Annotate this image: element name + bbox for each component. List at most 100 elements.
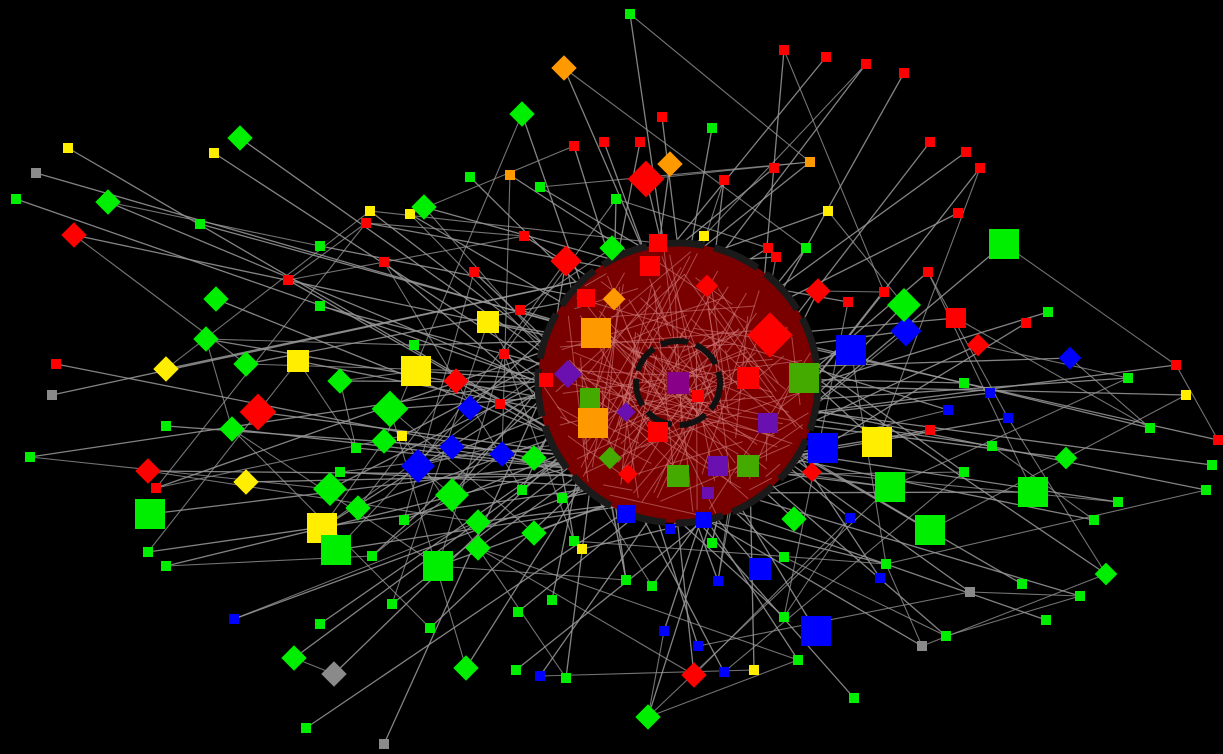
square-node[interactable] — [379, 739, 389, 749]
square-node[interactable] — [923, 267, 933, 277]
square-node[interactable] — [621, 575, 631, 585]
diamond-node[interactable] — [371, 428, 397, 454]
diamond-node[interactable] — [695, 274, 719, 298]
square-node[interactable] — [539, 373, 553, 387]
square-node[interactable] — [519, 231, 529, 241]
square-node[interactable] — [943, 405, 953, 415]
square-node[interactable] — [611, 194, 621, 204]
square-node[interactable] — [423, 551, 453, 581]
square-node[interactable] — [737, 455, 759, 477]
diamond-node[interactable] — [509, 101, 535, 127]
square-node[interactable] — [569, 141, 579, 151]
square-node[interactable] — [899, 68, 909, 78]
square-node[interactable] — [771, 252, 781, 262]
square-node[interactable] — [535, 182, 545, 192]
diamond-node[interactable] — [411, 194, 437, 220]
diamond-node[interactable] — [805, 278, 831, 304]
diamond-node[interactable] — [345, 495, 371, 521]
square-node[interactable] — [143, 547, 153, 557]
diamond-node[interactable] — [219, 416, 245, 442]
diamond-node[interactable] — [1094, 562, 1118, 586]
square-node[interactable] — [702, 487, 714, 499]
diamond-node[interactable] — [439, 434, 465, 460]
square-node[interactable] — [635, 137, 645, 147]
square-node[interactable] — [1145, 423, 1155, 433]
square-node[interactable] — [917, 641, 927, 651]
square-node[interactable] — [875, 573, 885, 583]
square-node[interactable] — [599, 137, 609, 147]
square-node[interactable] — [719, 667, 729, 677]
square-node[interactable] — [953, 208, 963, 218]
diamond-node[interactable] — [465, 535, 491, 561]
square-node[interactable] — [649, 234, 667, 252]
square-node[interactable] — [1213, 435, 1223, 445]
square-node[interactable] — [987, 441, 997, 451]
square-node[interactable] — [135, 499, 165, 529]
square-node[interactable] — [763, 243, 773, 253]
square-node[interactable] — [31, 168, 41, 178]
square-node[interactable] — [47, 390, 57, 400]
square-node[interactable] — [335, 467, 345, 477]
square-node[interactable] — [397, 431, 407, 441]
square-node[interactable] — [1207, 460, 1217, 470]
square-node[interactable] — [805, 157, 815, 167]
square-node[interactable] — [1201, 485, 1211, 495]
square-node[interactable] — [713, 576, 723, 586]
diamond-node[interactable] — [453, 655, 479, 681]
square-node[interactable] — [707, 538, 717, 548]
square-node[interactable] — [625, 9, 635, 19]
square-node[interactable] — [209, 148, 219, 158]
square-node[interactable] — [499, 349, 509, 359]
diamond-node[interactable] — [193, 326, 219, 352]
diamond-node[interactable] — [802, 462, 822, 482]
square-node[interactable] — [946, 308, 966, 328]
square-node[interactable] — [1181, 390, 1191, 400]
diamond-node[interactable] — [457, 395, 483, 421]
square-node[interactable] — [648, 422, 668, 442]
square-node[interactable] — [692, 390, 704, 402]
diamond-node[interactable] — [1054, 446, 1078, 470]
square-node[interactable] — [779, 552, 789, 562]
square-node[interactable] — [719, 175, 729, 185]
square-node[interactable] — [351, 443, 361, 453]
square-node[interactable] — [1041, 615, 1051, 625]
square-node[interactable] — [659, 626, 669, 636]
square-node[interactable] — [465, 172, 475, 182]
square-node[interactable] — [409, 340, 419, 350]
square-node[interactable] — [1018, 477, 1048, 507]
square-node[interactable] — [640, 256, 660, 276]
diamond-node[interactable] — [443, 368, 469, 394]
diamond-node[interactable] — [966, 333, 990, 357]
square-node[interactable] — [63, 143, 73, 153]
square-node[interactable] — [789, 363, 819, 393]
diamond-node[interactable] — [371, 390, 409, 428]
diamond-node[interactable] — [551, 55, 577, 81]
square-node[interactable] — [849, 693, 859, 703]
square-node[interactable] — [379, 257, 389, 267]
square-node[interactable] — [915, 515, 945, 545]
square-node[interactable] — [578, 408, 608, 438]
square-node[interactable] — [511, 665, 521, 675]
square-node[interactable] — [617, 505, 635, 523]
square-node[interactable] — [823, 206, 833, 216]
square-node[interactable] — [769, 163, 779, 173]
square-node[interactable] — [843, 297, 853, 307]
square-node[interactable] — [708, 456, 728, 476]
diamond-node[interactable] — [627, 160, 665, 198]
square-node[interactable] — [315, 241, 325, 251]
square-node[interactable] — [569, 536, 579, 546]
square-node[interactable] — [361, 218, 371, 228]
square-node[interactable] — [25, 452, 35, 462]
diamond-node[interactable] — [618, 464, 638, 484]
square-node[interactable] — [517, 485, 527, 495]
square-node[interactable] — [665, 524, 675, 534]
square-node[interactable] — [315, 301, 325, 311]
square-node[interactable] — [229, 614, 239, 624]
square-node[interactable] — [401, 356, 431, 386]
square-node[interactable] — [985, 388, 995, 398]
square-node[interactable] — [580, 388, 600, 408]
square-node[interactable] — [577, 544, 587, 554]
square-node[interactable] — [367, 551, 377, 561]
square-node[interactable] — [667, 372, 689, 394]
square-node[interactable] — [387, 599, 397, 609]
